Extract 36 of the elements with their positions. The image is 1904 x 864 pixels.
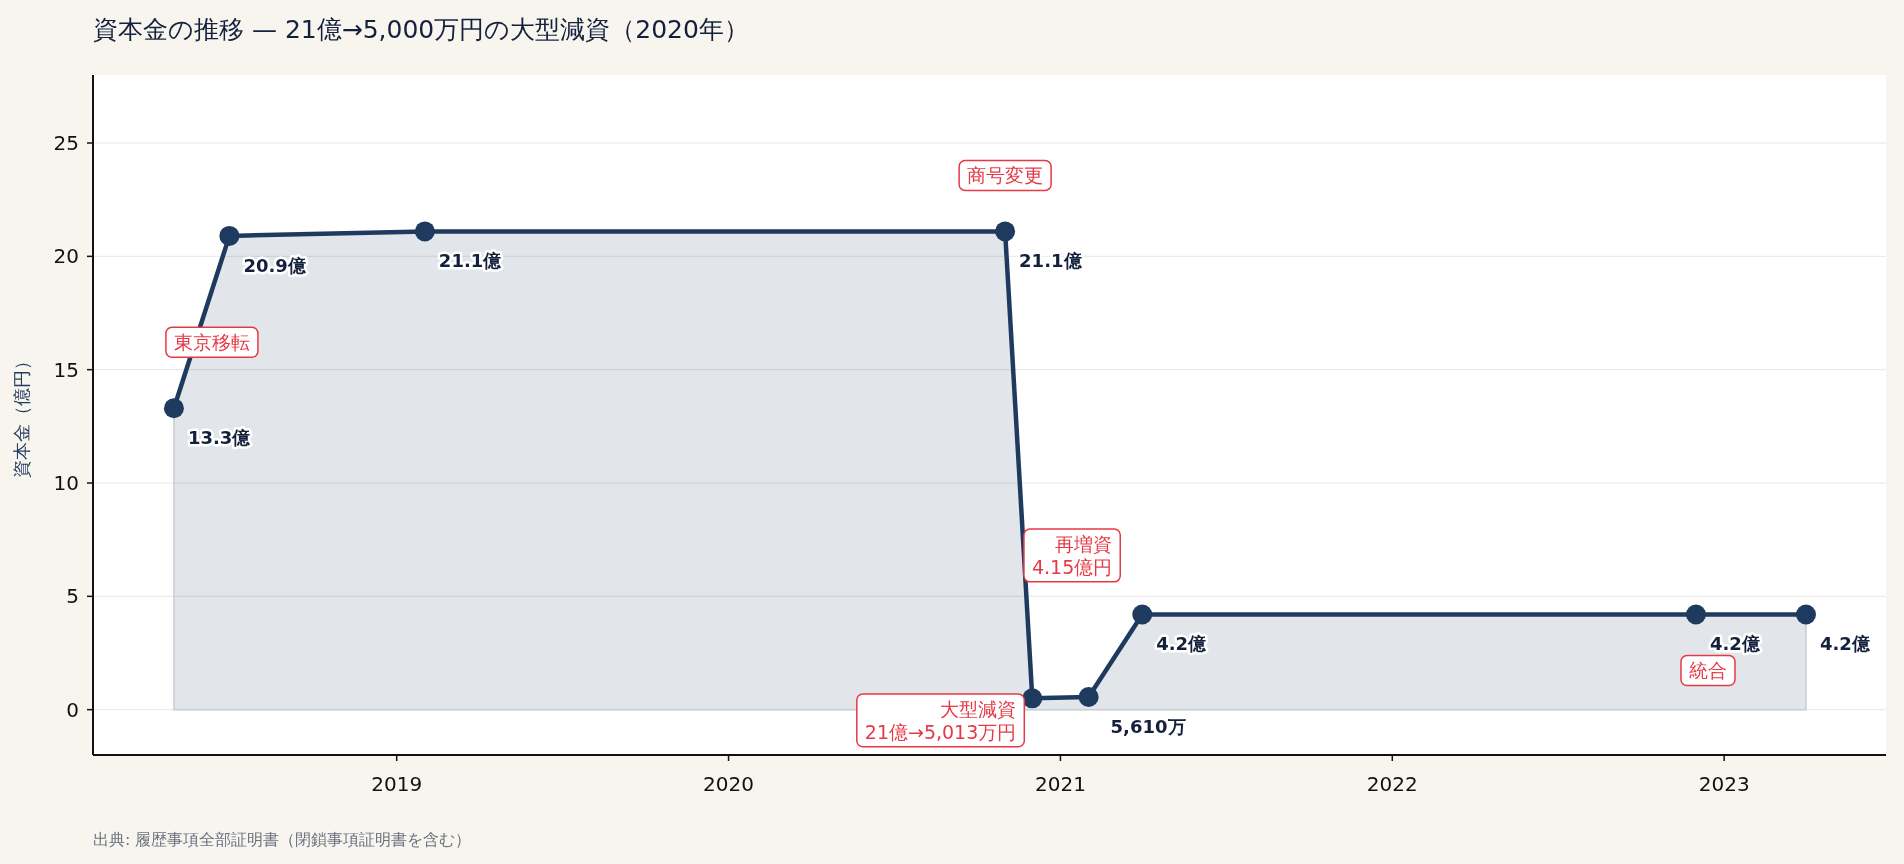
point [163, 398, 184, 419]
x-tick-label: 2019 [371, 772, 423, 796]
point [1132, 604, 1153, 625]
point [1078, 686, 1099, 707]
y-tick-label: 5 [66, 584, 79, 609]
y-tick-label: 0 [66, 697, 79, 722]
point [1685, 604, 1706, 625]
y-tick-label: 20 [53, 244, 79, 269]
point [219, 225, 240, 246]
source-note: 出典: 履歴事項全部証明書（閉鎖事項証明書を含む） [93, 830, 472, 849]
y-tick-label: 25 [53, 131, 79, 155]
data-label: 13.3億 [187, 427, 252, 449]
x-tick-label: 2022 [1366, 772, 1418, 796]
annotation: 東京移転 [173, 331, 250, 354]
annotation: 5,610万 [1110, 715, 1186, 737]
data-label: 4.2億 [1819, 633, 1871, 655]
annotation: 再増資 4.15億円 [1031, 533, 1113, 578]
data-label: 4.2億 [1709, 633, 1761, 655]
data-label: 4.2億 [1156, 633, 1208, 655]
data-label: 21.1億 [1019, 250, 1083, 272]
data-label: 21.1億 [438, 250, 503, 272]
x-tick-label: 2023 [1698, 772, 1750, 796]
point [414, 221, 435, 242]
data-label: 20.9億 [243, 254, 307, 276]
annotation: 商号変更 [967, 164, 1044, 187]
point [1022, 688, 1043, 709]
x-tick-label: 2020 [703, 772, 754, 796]
y-axis-title: 資本金（億円） [11, 352, 32, 478]
chart-title: 資本金の推移 — 21億→5,000万円の大型減資（2020年） [93, 15, 749, 44]
y-tick-label: 15 [53, 357, 79, 382]
point [1795, 604, 1816, 625]
point [995, 221, 1016, 242]
annotation: 統合 [1688, 659, 1727, 682]
y-tick-label: 10 [53, 471, 79, 495]
annotation: 大型減資 21億→5,013万円 [864, 697, 1017, 743]
x-tick-label: 2021 [1034, 772, 1086, 796]
